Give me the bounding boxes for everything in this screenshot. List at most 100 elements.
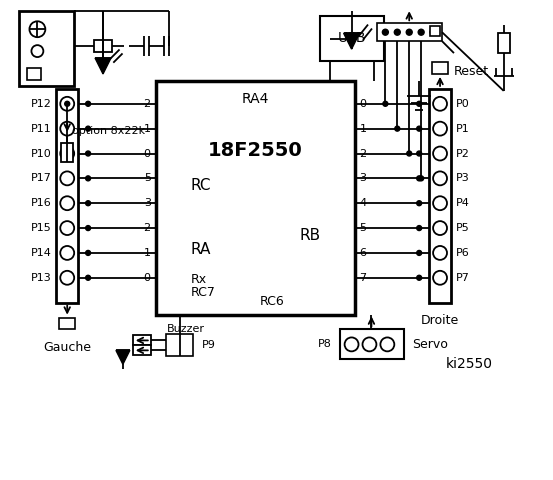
- Circle shape: [394, 29, 400, 35]
- Text: RA: RA: [190, 242, 211, 257]
- Circle shape: [416, 101, 421, 106]
- Bar: [56, 89, 78, 302]
- Circle shape: [406, 29, 412, 35]
- Circle shape: [86, 226, 91, 230]
- Circle shape: [416, 126, 421, 131]
- Circle shape: [86, 176, 91, 181]
- Circle shape: [395, 126, 400, 131]
- Circle shape: [86, 126, 91, 131]
- Text: P5: P5: [456, 223, 469, 233]
- Circle shape: [60, 171, 74, 185]
- Text: P8: P8: [318, 339, 332, 349]
- Circle shape: [60, 246, 74, 260]
- Text: P0: P0: [456, 99, 469, 109]
- Bar: [59, 318, 75, 329]
- Bar: [156, 81, 354, 314]
- Polygon shape: [95, 58, 111, 74]
- Circle shape: [430, 29, 436, 35]
- Bar: [430, 26, 440, 36]
- Circle shape: [416, 201, 421, 206]
- Text: 7: 7: [359, 273, 367, 283]
- Text: RC7: RC7: [190, 286, 215, 299]
- Circle shape: [416, 151, 421, 156]
- Bar: [498, 33, 510, 53]
- Text: P1: P1: [456, 124, 469, 133]
- Circle shape: [433, 146, 447, 160]
- Circle shape: [418, 29, 424, 35]
- Circle shape: [433, 246, 447, 260]
- Text: Buzzer: Buzzer: [166, 324, 205, 335]
- Circle shape: [29, 21, 45, 37]
- Bar: [61, 143, 73, 162]
- Polygon shape: [116, 350, 130, 364]
- Text: 2: 2: [359, 148, 367, 158]
- Text: 1: 1: [144, 124, 151, 133]
- Circle shape: [416, 176, 421, 181]
- Circle shape: [383, 101, 388, 106]
- Circle shape: [433, 221, 447, 235]
- Text: USB: USB: [337, 31, 366, 45]
- Text: 2: 2: [144, 223, 151, 233]
- Polygon shape: [343, 33, 359, 49]
- Circle shape: [65, 101, 70, 106]
- Text: 1: 1: [359, 124, 367, 133]
- Bar: [429, 89, 451, 302]
- Bar: [133, 336, 151, 346]
- Text: RA4: RA4: [242, 92, 269, 106]
- Circle shape: [86, 201, 91, 206]
- Circle shape: [433, 97, 447, 111]
- Text: Gauche: Gauche: [43, 341, 91, 354]
- Text: 1: 1: [144, 248, 151, 258]
- Circle shape: [416, 251, 421, 255]
- Circle shape: [60, 271, 74, 285]
- Text: P9: P9: [201, 340, 215, 350]
- Bar: [320, 16, 384, 61]
- Circle shape: [60, 146, 74, 160]
- Circle shape: [86, 251, 91, 255]
- Text: Rx: Rx: [190, 273, 207, 286]
- Circle shape: [382, 29, 388, 35]
- Text: 0: 0: [359, 99, 367, 109]
- Bar: [19, 12, 74, 86]
- Circle shape: [86, 151, 91, 156]
- Text: P13: P13: [30, 273, 51, 283]
- Text: Droite: Droite: [421, 314, 459, 327]
- Circle shape: [416, 276, 421, 280]
- Bar: [166, 335, 194, 356]
- Bar: [28, 68, 41, 80]
- Circle shape: [380, 337, 394, 351]
- Text: Reset: Reset: [453, 65, 489, 78]
- Text: P14: P14: [30, 248, 51, 258]
- Text: P12: P12: [30, 99, 51, 109]
- Text: 3: 3: [144, 198, 151, 208]
- Text: P2: P2: [456, 148, 470, 158]
- Text: P7: P7: [456, 273, 470, 283]
- Text: 2: 2: [144, 99, 151, 109]
- Text: RB: RB: [300, 228, 321, 242]
- Circle shape: [433, 271, 447, 285]
- Text: 0: 0: [144, 148, 151, 158]
- Bar: [340, 329, 404, 360]
- Text: 3: 3: [359, 173, 367, 183]
- Circle shape: [433, 171, 447, 185]
- Text: P3: P3: [456, 173, 469, 183]
- Circle shape: [419, 176, 424, 181]
- Text: RC6: RC6: [260, 295, 285, 308]
- Text: Servo: Servo: [412, 338, 448, 351]
- Circle shape: [433, 196, 447, 210]
- Circle shape: [363, 337, 377, 351]
- Text: option 8x22k: option 8x22k: [72, 126, 145, 136]
- Text: P4: P4: [456, 198, 470, 208]
- Text: P11: P11: [30, 124, 51, 133]
- Text: 6: 6: [359, 248, 367, 258]
- Circle shape: [86, 276, 91, 280]
- Circle shape: [60, 97, 74, 111]
- Circle shape: [60, 122, 74, 136]
- Text: 5: 5: [359, 223, 367, 233]
- Circle shape: [60, 221, 74, 235]
- Text: 4: 4: [359, 198, 367, 208]
- Circle shape: [60, 196, 74, 210]
- Bar: [133, 346, 151, 355]
- Bar: [432, 62, 448, 74]
- Bar: [377, 23, 442, 41]
